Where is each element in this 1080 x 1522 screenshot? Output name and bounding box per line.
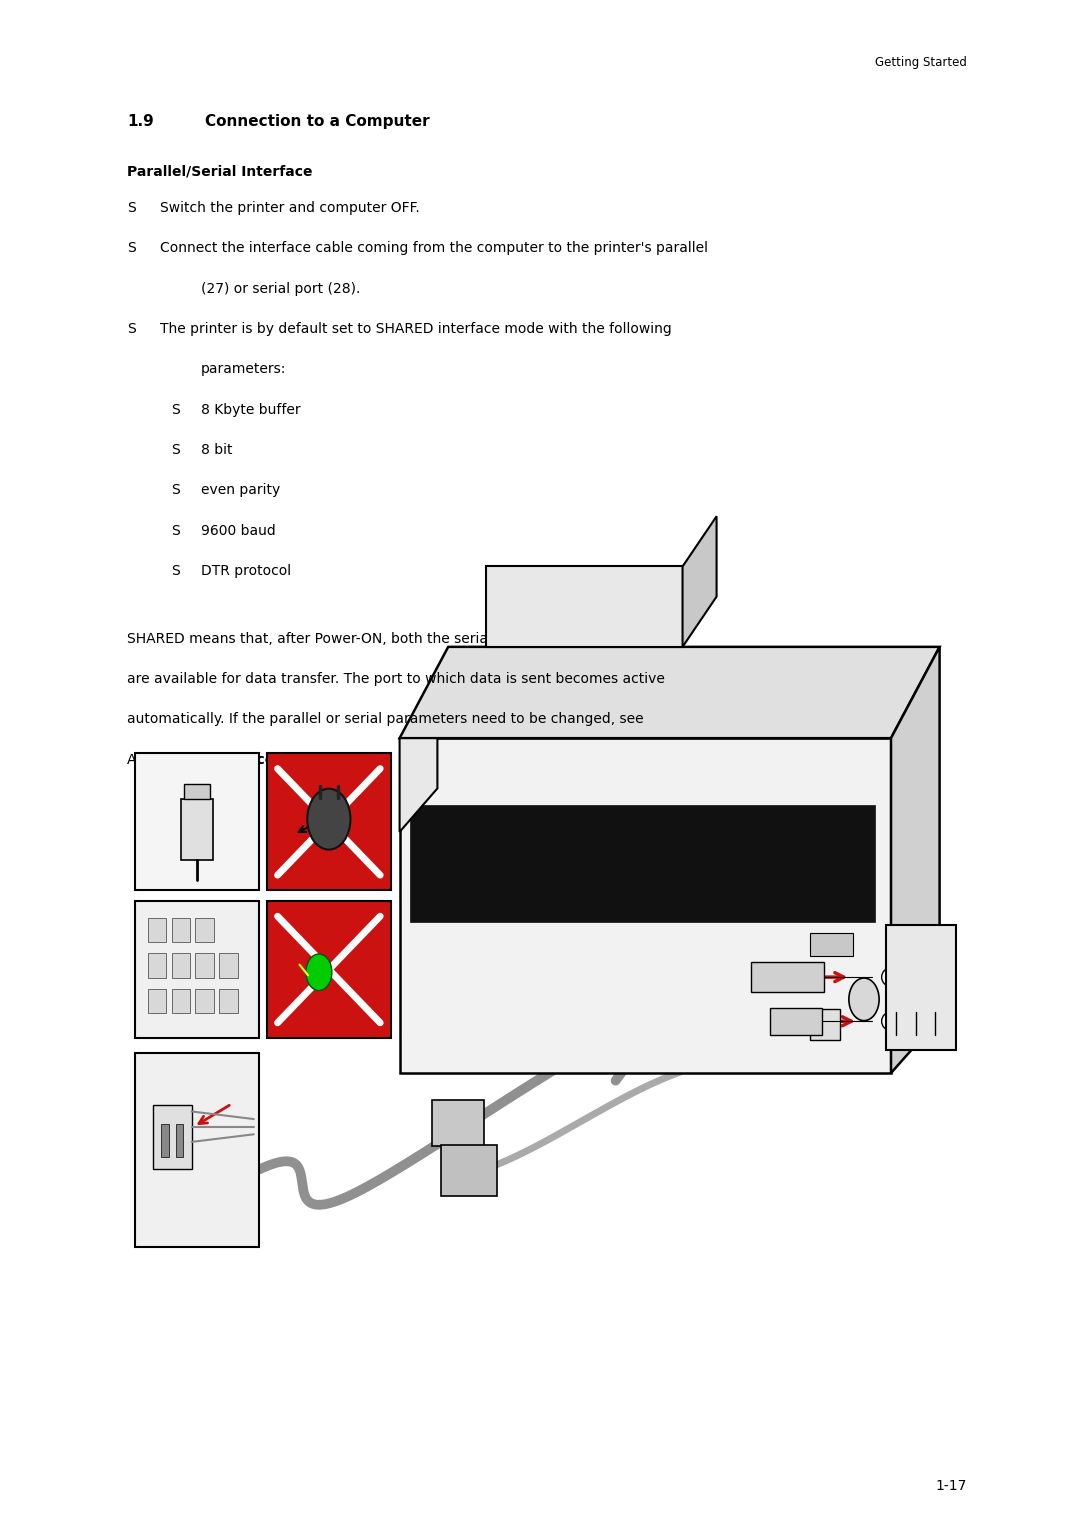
Bar	[486, 566, 683, 647]
Bar	[153, 1105, 192, 1169]
Text: Interface Description: Interface Description	[203, 752, 369, 767]
Bar	[267, 753, 391, 890]
Text: S: S	[171, 482, 179, 498]
Text: Switch the printer and computer OFF.: Switch the printer and computer OFF.	[160, 201, 420, 215]
Bar	[180, 799, 213, 860]
Text: S: S	[127, 240, 136, 256]
Bar	[810, 1009, 840, 1040]
Bar	[886, 925, 956, 1050]
Text: S: S	[171, 563, 179, 578]
Text: ..: ..	[342, 752, 351, 767]
Bar	[195, 918, 214, 942]
Text: 1-17: 1-17	[935, 1479, 967, 1493]
Bar	[148, 918, 166, 942]
Text: S: S	[171, 402, 179, 417]
Text: parameters:: parameters:	[201, 362, 286, 376]
Text: Getting Started: Getting Started	[875, 55, 967, 68]
Text: DTR protocol: DTR protocol	[201, 563, 291, 578]
Bar	[195, 953, 214, 977]
Bar	[162, 1123, 168, 1157]
Text: 8 Kbyte buffer: 8 Kbyte buffer	[201, 402, 300, 417]
Bar	[432, 1100, 484, 1146]
Polygon shape	[683, 516, 717, 647]
Bar	[172, 918, 190, 942]
Bar	[267, 901, 391, 1038]
Text: 9600 baud: 9600 baud	[201, 524, 275, 537]
Bar	[810, 933, 853, 956]
Text: The printer is by default set to SHARED interface mode with the following: The printer is by default set to SHARED …	[160, 321, 672, 336]
Bar	[184, 784, 210, 799]
Text: (27) or serial port (28).: (27) or serial port (28).	[201, 282, 361, 295]
Bar	[400, 738, 891, 1073]
Text: SHARED means that, after Power-ON, both the serial and the parallel interface: SHARED means that, after Power-ON, both …	[127, 632, 673, 645]
Bar	[219, 989, 238, 1014]
Text: Connect the interface cable coming from the computer to the printer's parallel: Connect the interface cable coming from …	[160, 240, 707, 256]
Bar	[135, 1053, 259, 1248]
Bar	[441, 1145, 497, 1196]
Text: automatically. If the parallel or serial parameters need to be changed, see: automatically. If the parallel or serial…	[127, 712, 644, 726]
Polygon shape	[400, 647, 940, 738]
Circle shape	[306, 954, 332, 991]
Bar	[148, 953, 166, 977]
Polygon shape	[400, 738, 437, 833]
Bar	[135, 753, 259, 890]
Text: S: S	[127, 201, 136, 215]
Bar	[172, 953, 190, 977]
Text: Connection to a Computer: Connection to a Computer	[205, 114, 430, 129]
Bar	[195, 989, 214, 1014]
Circle shape	[849, 979, 879, 1021]
Text: Parallel/Serial Interface: Parallel/Serial Interface	[127, 164, 313, 178]
Text: 1.9: 1.9	[127, 114, 154, 129]
Bar	[148, 989, 166, 1014]
Text: S: S	[171, 443, 179, 457]
Text: are available for data transfer. The port to which data is sent becomes active: are available for data transfer. The por…	[127, 671, 665, 686]
Text: 27: 27	[883, 973, 899, 982]
Bar	[175, 1123, 184, 1157]
Text: 28: 28	[883, 1017, 899, 1026]
Text: S: S	[127, 321, 136, 336]
Bar	[410, 805, 875, 922]
Polygon shape	[891, 647, 940, 1073]
Circle shape	[307, 788, 351, 849]
Bar	[770, 1008, 822, 1035]
Bar	[751, 962, 824, 992]
Text: S: S	[171, 524, 179, 537]
Bar	[135, 901, 259, 1038]
Text: even parity: even parity	[201, 482, 280, 498]
Text: Appendix A,: Appendix A,	[127, 752, 216, 767]
Bar	[219, 953, 238, 977]
Text: 8 bit: 8 bit	[201, 443, 232, 457]
Bar	[172, 989, 190, 1014]
